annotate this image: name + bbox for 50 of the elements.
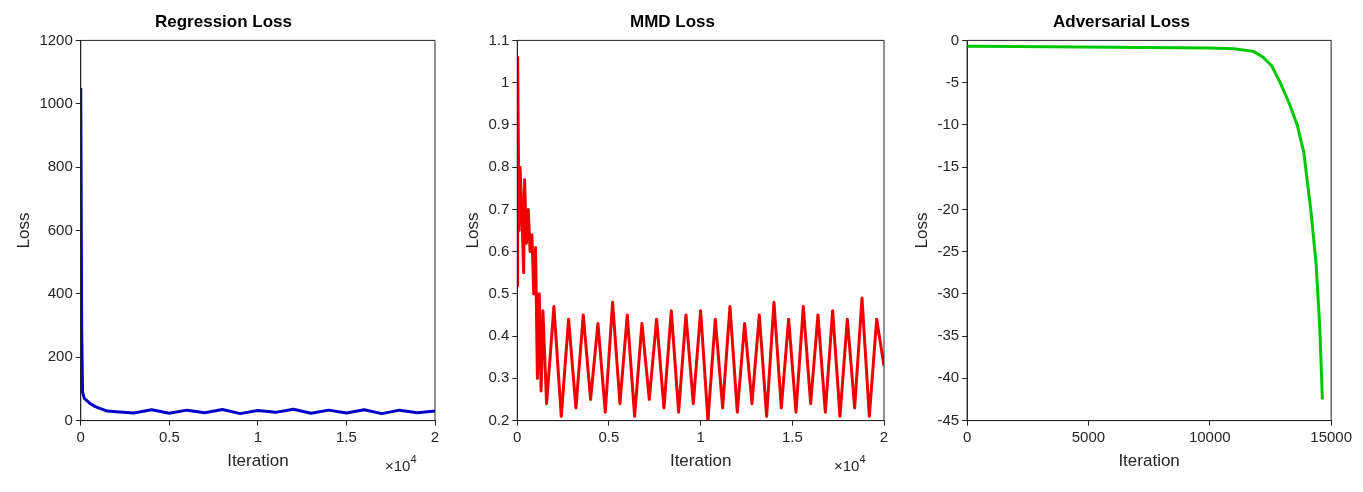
x-tick-label: 1.5	[781, 427, 803, 445]
x-tick-label: 0	[513, 427, 522, 445]
y-tick-label: 0.2	[488, 410, 510, 428]
y-tick-label: -45	[937, 410, 960, 428]
y-tick-label: 200	[47, 347, 73, 365]
chart-title: Adversarial Loss	[1052, 11, 1191, 31]
x-tick-label: 5000	[1071, 427, 1106, 445]
y-axis-title: Loss	[13, 212, 33, 249]
y-tick-label: -40	[937, 368, 960, 386]
y-tick-label: 400	[47, 284, 73, 302]
x-axis-title: Iteration	[669, 451, 732, 471]
y-tick-label: 1000	[39, 93, 73, 111]
y-tick-label: -30	[937, 284, 960, 302]
y-tick-label: 0.5	[488, 284, 510, 302]
y-tick-label: 1.1	[488, 30, 510, 48]
x-tick-label: 10000	[1188, 427, 1231, 445]
y-axis-title: Loss	[462, 212, 482, 249]
x-tick-label: 1	[696, 427, 705, 445]
y-tick-label: 0.8	[488, 157, 510, 175]
chart-title: Regression Loss	[155, 11, 292, 31]
y-tick-label: -20	[937, 199, 960, 217]
y-tick-label: 1	[500, 72, 510, 90]
x-tick-label: 1	[253, 427, 263, 445]
x-axis-title: Iteration	[227, 451, 289, 471]
y-tick-label: -5	[945, 72, 960, 90]
x-axis-title: Iteration	[1118, 451, 1180, 471]
y-tick-label: 0.7	[488, 199, 510, 217]
y-tick-label: 0.9	[488, 115, 510, 133]
y-tick-label: -15	[937, 157, 960, 175]
x-tick-label: 2	[430, 427, 440, 445]
y-tick-label: 0.3	[488, 368, 510, 386]
x-tick-label: 0	[76, 427, 85, 445]
y-tick-label: 1200	[39, 30, 73, 48]
y-tick-label: 800	[47, 157, 73, 175]
x-tick-label: 2	[879, 427, 889, 445]
y-axis-title: Loss	[911, 212, 931, 249]
y-tick-label: -25	[937, 241, 960, 259]
x-tick-label: 0.5	[598, 427, 620, 445]
y-tick-label: -10	[937, 115, 960, 133]
y-tick-label: 0.4	[488, 326, 510, 344]
y-tick-label: 0.6	[488, 241, 510, 259]
y-tick-label: -35	[937, 326, 960, 344]
y-tick-label: 600	[47, 220, 73, 238]
x-tick-label: 0	[962, 427, 972, 445]
y-tick-label: 0	[950, 30, 960, 48]
y-tick-label: 0	[64, 410, 73, 428]
x-tick-label: 1.5	[336, 427, 357, 445]
x-tick-label: 15000	[1310, 427, 1352, 445]
chart-title: MMD Loss	[630, 11, 715, 31]
x-tick-label: 0.5	[158, 427, 180, 445]
